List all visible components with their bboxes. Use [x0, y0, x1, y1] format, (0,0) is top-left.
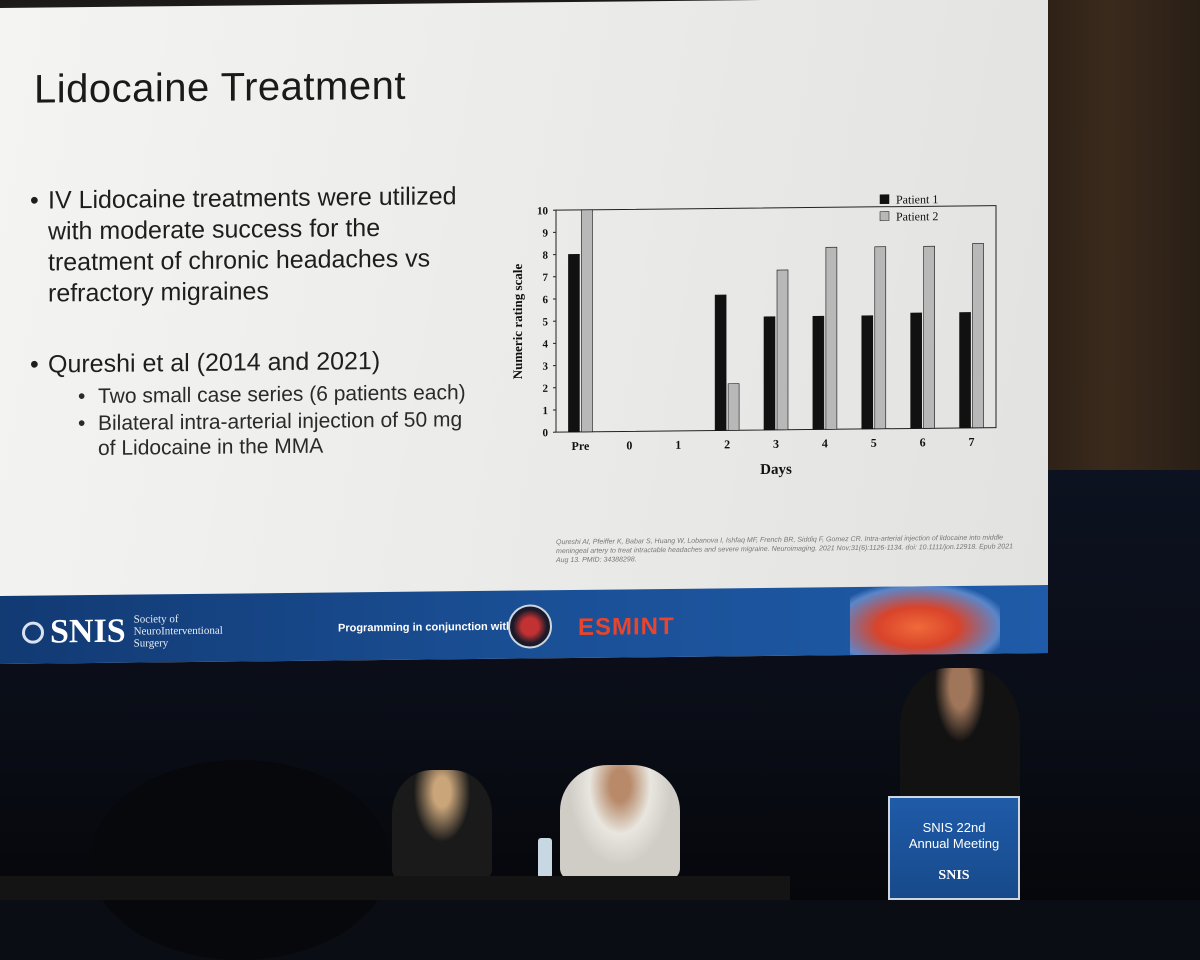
bar-patient-1: [813, 316, 824, 429]
x-tick-label: 4: [822, 436, 828, 450]
bar-patient-1: [764, 317, 775, 430]
x-axis-label: Days: [760, 462, 792, 478]
sub-bullet-case-series: Two small case series (6 patients each): [78, 380, 480, 409]
bullet-list: IV Lidocaine treatments were utilized wi…: [30, 181, 480, 464]
podium-title: SNIS 22nd Annual Meeting: [890, 820, 1018, 852]
partner-seal-icon: [508, 604, 552, 648]
snis-full-name-line: NeuroInterventional: [134, 625, 223, 638]
y-tick-label: 5: [543, 316, 549, 328]
water-bottle: [538, 838, 552, 878]
bar-patient-1: [960, 312, 971, 428]
x-tick-label: 3: [773, 437, 779, 451]
panelist-man: [560, 765, 680, 880]
y-tick-label: 1: [543, 405, 548, 417]
snis-wordmark: SNIS: [50, 613, 126, 652]
y-tick-label: 9: [543, 227, 549, 239]
legend-swatch: [880, 195, 889, 204]
bar-patient-1: [715, 295, 726, 431]
y-tick-label: 4: [543, 338, 549, 350]
bar-patient-1: [568, 254, 579, 432]
bar-patient-2: [777, 270, 788, 430]
esmint-logo: ESMINT: [578, 613, 675, 642]
x-tick-label: 5: [871, 436, 877, 450]
x-tick-label: 0: [626, 438, 632, 452]
y-tick-label: 3: [543, 361, 549, 373]
y-tick-label: 8: [543, 250, 549, 262]
y-tick-label: 2: [543, 383, 549, 395]
legend-swatch: [880, 212, 889, 221]
y-tick-label: 6: [543, 294, 549, 306]
bullet-qureshi: Qureshi et al (2014 and 2021): [30, 345, 480, 381]
bar-patient-2: [875, 247, 886, 429]
programming-text: Programming in conjunction with:: [338, 621, 516, 635]
bar-patient-2: [581, 210, 592, 432]
bar-patient-1: [862, 316, 873, 429]
snis-full-name-line: Society of: [134, 613, 223, 626]
podium-title-line: SNIS 22nd: [890, 820, 1018, 836]
audience-head: [90, 760, 390, 960]
sub-bullet-list: Two small case series (6 patients each) …: [78, 380, 480, 461]
snis-full-name-line: Surgery: [134, 637, 223, 650]
legend-label: Patient 1: [896, 192, 938, 206]
x-tick-label: 2: [724, 437, 730, 451]
panelist-woman: [392, 770, 492, 880]
sub-bullet-injection: Bilateral intra-arterial injection of 50…: [78, 407, 480, 461]
brain-graphic: [850, 586, 1000, 656]
wall: [1046, 0, 1200, 470]
slide-title: Lidocaine Treatment: [34, 64, 406, 113]
y-tick-label: 10: [537, 205, 548, 217]
chart-svg: 0 1 2 3 4 5 6 7 8 9 10 Pre 0 1 2 3 4 5 6 7 Days Numeric ratin…: [508, 183, 1008, 488]
x-tick-label: 6: [920, 435, 926, 449]
x-tick-label: Pre: [572, 439, 590, 453]
y-tick-label: 7: [543, 272, 549, 284]
bar-patient-2: [728, 384, 739, 431]
y-tick-label: 0: [543, 427, 549, 439]
podium: SNIS 22nd Annual Meeting SNIS: [888, 796, 1020, 900]
projection-screen: Lidocaine Treatment IV Lidocaine treatme…: [0, 0, 1048, 664]
snis-emblem-icon: [22, 622, 44, 644]
panel-table: [0, 876, 790, 900]
x-tick-label: 7: [969, 435, 975, 449]
bar-patient-2: [973, 243, 984, 427]
bullet-iv-lidocaine: IV Lidocaine treatments were utilized wi…: [30, 181, 480, 310]
snis-logo: SNIS Society of NeuroInterventional Surg…: [22, 612, 223, 652]
conference-banner: SNIS Society of NeuroInterventional Surg…: [0, 585, 1048, 664]
podium-logo: SNIS: [890, 868, 1018, 884]
podium-title-line: Annual Meeting: [890, 836, 1018, 852]
legend-label: Patient 2: [896, 209, 938, 223]
bar-patient-1: [911, 313, 922, 429]
x-tick-label: 1: [675, 438, 681, 452]
bar-patient-2: [924, 246, 935, 428]
bar-chart: 0 1 2 3 4 5 6 7 8 9 10 Pre 0 1 2 3 4 5 6 7 Days Numeric ratin…: [508, 183, 1008, 488]
citation: Qureshi AI, Pfeiffer K, Babar S, Huang W…: [556, 533, 1026, 565]
bar-patient-2: [826, 247, 837, 429]
y-axis-label: Numeric rating scale: [510, 264, 525, 380]
snis-full-name: Society of NeuroInterventional Surgery: [134, 613, 223, 650]
